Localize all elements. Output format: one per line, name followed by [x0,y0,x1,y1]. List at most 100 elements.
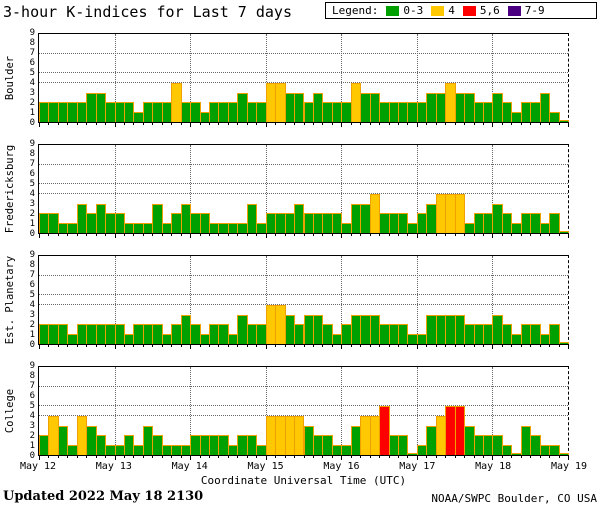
day-tick [265,455,267,460]
day-tick [341,233,343,238]
k-index-bar [379,406,390,455]
legend: Legend: 0-3 4 5,6 7-9 [325,2,597,19]
k-index-bar [369,193,381,233]
bar-tick [237,122,239,125]
bar-tick [180,233,182,236]
day-tick [39,455,40,460]
bar-tick [67,233,69,236]
day-tick [114,455,116,460]
bar-tick [199,233,201,236]
bar-tick [501,233,503,236]
y-tick-label: 0 [29,118,35,128]
day-gridline [265,367,267,455]
bar-tick [331,122,333,125]
bar-tick [549,233,551,236]
bar-tick [256,344,258,347]
bar-tick [549,122,551,125]
bar-tick [388,122,390,125]
bar-tick [124,122,126,125]
day-gridline [190,256,192,344]
bar-tick [530,344,532,347]
y-tick-label: 6 [29,58,35,68]
bar-tick [237,455,239,458]
bar-tick [539,233,541,236]
y-tick-label: 9 [29,250,35,260]
bar-tick [312,344,314,347]
day-gridline [265,34,267,122]
bar-tick [312,233,314,236]
day-gridline [114,145,116,233]
bar-tick [256,233,258,236]
y-tick-label: 5 [29,401,35,411]
bar-tick [294,122,296,125]
bar-tick [369,344,371,347]
day-gridline [492,256,494,344]
bar-tick [180,344,182,347]
y-tick-label: 0 [29,340,35,350]
bar-tick [520,233,522,236]
panel-college: College 9 8 7 6 5 4 3 2 1 0 [4,362,569,461]
k-index-bar [114,213,125,233]
k-index-bar [152,435,163,455]
bar-tick [539,344,541,347]
bar-tick [218,122,220,125]
k-index-bar [57,324,69,344]
bar-tick [48,233,50,236]
k-index-bar [57,425,69,455]
chart-title: 3-hour K-indices for Last 7 days [3,3,292,21]
bar-tick [48,344,50,347]
bar-tick [426,455,428,458]
y-tick-label: 8 [29,371,35,381]
bar-tick [388,233,390,236]
bar-tick [435,455,437,458]
day-tick [568,344,569,349]
day-gridline [190,34,192,122]
k-index-bar [501,102,513,122]
bar-tick [369,233,371,236]
panel-est-planetary: Est. Planetary 9 8 7 6 5 4 3 2 1 0 [4,251,569,350]
y-tick-label: 7 [29,159,35,169]
y-tick-label: 9 [29,28,35,38]
bar-tick [227,344,229,347]
bar-tick [275,233,277,236]
bar-tick [209,455,211,458]
bar-tick [152,455,154,458]
bar-tick [161,122,163,125]
day-tick [114,344,116,349]
bar-tick [464,233,466,236]
bar-tick [294,344,296,347]
bar-tick [331,455,333,458]
day-gridline [416,256,418,344]
bar-tick [482,233,484,236]
legend-color-swatch [507,5,521,16]
bar-tick [124,455,126,458]
bar-tick [76,344,78,347]
bar-tick [464,455,466,458]
day-gridline [416,145,418,233]
bar-tick [294,233,296,236]
k-index-bar [199,213,211,233]
bar-tick [161,455,163,458]
legend-item-label: 7-9 [524,4,545,17]
bar-tick [133,455,135,458]
bar-tick [105,344,107,347]
bar-tick [511,455,513,458]
bar-tick [133,233,135,236]
legend-item: 7-9 [507,4,545,17]
x-tick-label: May 15 [247,461,284,472]
bar-tick [520,122,522,125]
plot-area [38,366,569,460]
day-gridline [341,34,343,122]
bar-tick [464,344,466,347]
day-gridline [492,145,494,233]
bar-tick [360,233,362,236]
k-index-bar [397,324,409,344]
x-axis-tick-labels: May 12 May 13 May 14 May 15 May 16 May 17 May … [20,461,587,473]
bar-tick [379,344,381,347]
y-tick-label: 4 [29,78,35,88]
day-gridline [341,256,343,344]
panel-boulder: Boulder 9 8 7 6 5 4 3 2 1 0 [4,29,569,128]
day-tick [492,344,494,349]
bar-tick [407,233,409,236]
bar-tick [558,344,560,347]
